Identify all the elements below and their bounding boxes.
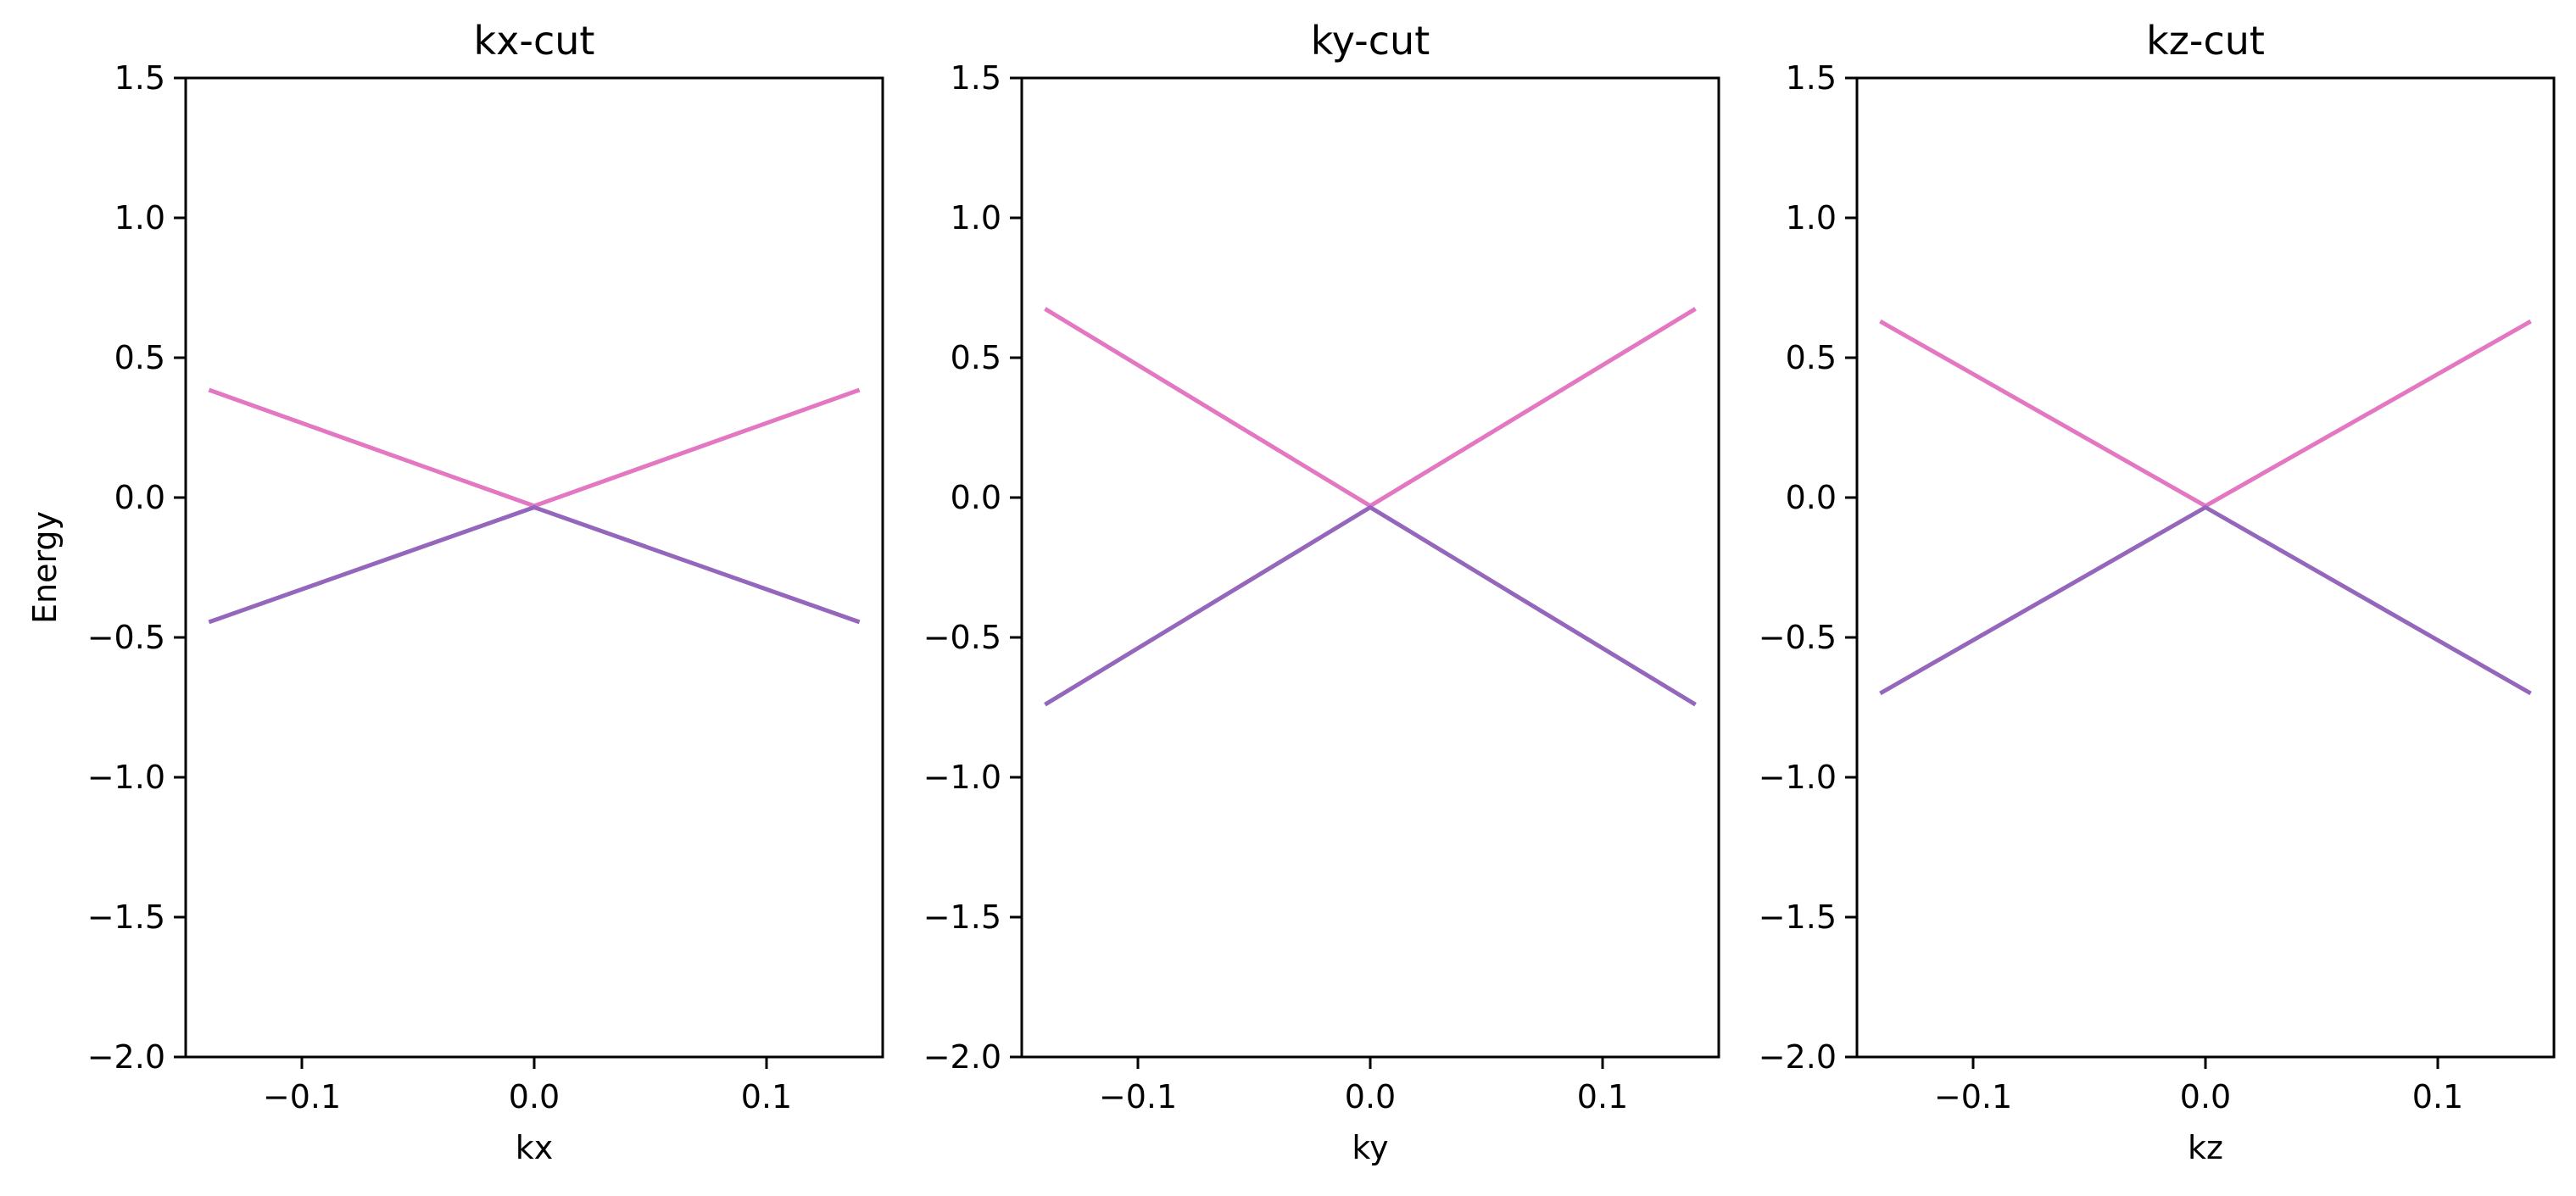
- panel-3: −2.0 −1.5 −1.0 −0.5 0.0 0.5 1.0 1.5 −0.1 0.0 0.1 kz…: [1759, 18, 2556, 1166]
- y-tick-label: −2.0: [1759, 1038, 1837, 1076]
- y-tick-label: −0.5: [87, 619, 165, 656]
- y-tick-label: 1.5: [114, 59, 165, 97]
- panel-title: kz-cut: [2146, 18, 2265, 64]
- x-tick-label: −0.1: [1934, 1078, 2012, 1115]
- x-tick-label: 0.0: [509, 1078, 560, 1115]
- x-tick-label: 0.1: [741, 1078, 792, 1115]
- y-tick-label: 0.5: [114, 339, 165, 376]
- panels-group: −2.0 −1.5 −1.0 −0.5 0.0 0.5 1.0 1.5 −0.1 0.0 0.1 kx…: [26, 18, 2556, 1166]
- y-tick-label: 0.5: [1786, 339, 1837, 376]
- panel-2: −2.0 −1.5 −1.0 −0.5 0.0 0.5 1.0 1.5 −0.1 0.0 0.1 ky…: [923, 18, 1720, 1166]
- x-tick-label: −0.1: [263, 1078, 341, 1115]
- y-tick-label: −0.5: [923, 619, 1001, 656]
- y-tick-label: 1.5: [1786, 59, 1837, 97]
- x-tick-label: 0.0: [2180, 1078, 2231, 1115]
- y-tick-label: −1.0: [87, 759, 165, 796]
- y-tick-label: 0.0: [951, 479, 1001, 516]
- y-tick-label: 0.5: [951, 339, 1001, 376]
- series-line-lower-band: [208, 505, 861, 625]
- x-tick-label: 0.1: [1577, 1078, 1628, 1115]
- y-tick-label: −1.5: [1759, 898, 1837, 936]
- y-tick-label: −1.5: [87, 898, 165, 936]
- series-line-lower-band: [1879, 505, 2532, 696]
- y-tick-label: 1.5: [951, 59, 1001, 97]
- y-tick-label: 0.0: [1786, 479, 1837, 516]
- x-tick-label: 0.1: [2412, 1078, 2463, 1115]
- x-tick-label: 0.0: [1345, 1078, 1396, 1115]
- y-tick-label: 1.0: [1786, 199, 1837, 236]
- y-axis-label: Energy: [26, 511, 64, 624]
- panel-title: ky-cut: [1311, 18, 1430, 64]
- x-axis-label: ky: [1352, 1129, 1388, 1166]
- y-tick-label: −2.0: [923, 1038, 1001, 1076]
- x-tick-label: −0.1: [1099, 1078, 1177, 1115]
- y-tick-label: −1.5: [923, 898, 1001, 936]
- panel-1: −2.0 −1.5 −1.0 −0.5 0.0 0.5 1.0 1.5 −0.1 0.0 0.1 kx…: [26, 18, 884, 1166]
- series-line-lower-band: [1044, 505, 1697, 707]
- y-tick-label: 1.0: [951, 199, 1001, 236]
- y-tick-label: 1.0: [114, 199, 165, 236]
- y-tick-label: −1.0: [923, 759, 1001, 796]
- x-axis-label: kx: [516, 1129, 554, 1166]
- y-tick-label: −0.5: [1759, 619, 1837, 656]
- x-axis-label: kz: [2188, 1129, 2223, 1166]
- y-tick-label: −2.0: [87, 1038, 165, 1076]
- y-tick-label: 0.0: [114, 479, 165, 516]
- panel-title: kx-cut: [474, 18, 595, 64]
- y-tick-label: −1.0: [1759, 759, 1837, 796]
